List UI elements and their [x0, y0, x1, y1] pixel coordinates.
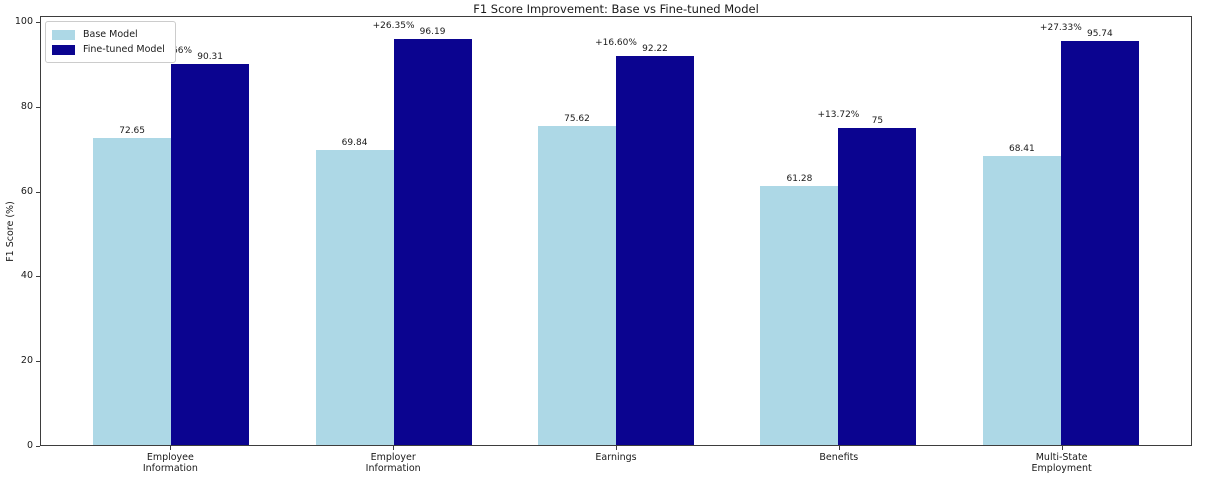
- x-tick-label: Employer Information: [365, 452, 421, 475]
- x-tick-mark: [393, 446, 395, 450]
- y-tick-mark: [36, 361, 40, 363]
- improvement-label: +27.33%: [1039, 22, 1082, 33]
- y-tick-mark: [36, 191, 40, 193]
- bar-value-label: 95.74: [1086, 28, 1113, 39]
- bar-fine-tuned-model: 92.22 +16.60%: [595, 38, 694, 445]
- bar-base-model: 75.62: [538, 114, 616, 445]
- bar-value-label: 75: [871, 116, 884, 127]
- bar-fine-tuned-model: 95.74 +27.33%: [1040, 23, 1139, 445]
- bar-value-label: 68.41: [1008, 144, 1035, 155]
- y-tick-label: 0: [26, 440, 33, 451]
- y-axis-label: F1 Score (%): [4, 200, 16, 262]
- legend-label: Base Model: [83, 29, 138, 40]
- bar-fine-tuned-model: 96.19 +26.35%: [373, 21, 472, 445]
- y-tick-mark: [36, 276, 40, 278]
- bar-base-model: 61.28: [760, 174, 839, 445]
- y-tick-label: 100: [14, 15, 33, 27]
- y-tick-mark: [36, 106, 40, 108]
- y-tick-label: 20: [20, 355, 33, 367]
- x-tick-label: Benefits: [819, 452, 859, 463]
- bar-fine-tuned-model: 90.31+17.66%: [150, 46, 250, 445]
- x-tick-mark: [1061, 446, 1063, 450]
- legend-label: Fine-tuned Model: [83, 44, 165, 55]
- bar-base-model: 69.84: [315, 138, 394, 445]
- bar-value-label: 90.31: [197, 51, 224, 62]
- x-tick-label: Earnings: [595, 452, 637, 463]
- x-tick-mark: [170, 446, 172, 450]
- bar-fine-tuned-model: 75 +13.72%: [817, 110, 917, 445]
- plot-area: Base Model Fine-tuned Model 72.65 90.31+17…: [40, 16, 1192, 446]
- legend-swatch: [52, 29, 75, 40]
- legend: Base Model Fine-tuned Model: [45, 21, 176, 63]
- bar-base-model: 68.41: [982, 144, 1061, 445]
- x-tick-mark: [616, 446, 617, 450]
- legend-row: Base Model: [52, 27, 165, 42]
- improvement-label: +16.60%: [595, 37, 637, 48]
- y-tick-mark: [36, 21, 40, 23]
- y-axis-label-wrap: F1 Score (%): [2, 16, 18, 446]
- improvement-label: +13.72%: [817, 110, 860, 121]
- bar-value-label: 69.84: [341, 138, 368, 149]
- improvement-label: +26.35%: [372, 21, 415, 31]
- y-tick-mark: [36, 446, 40, 447]
- y-tick-label: 40: [20, 270, 33, 282]
- bar-value-label: 92.22: [642, 43, 668, 54]
- y-tick-label: 80: [20, 100, 33, 112]
- bar-value-label: 72.65: [119, 126, 146, 137]
- legend-row: Fine-tuned Model: [52, 42, 165, 57]
- bar-base-model: 72.65: [93, 126, 172, 445]
- legend-swatch: [52, 44, 75, 55]
- x-tick-mark: [838, 446, 840, 450]
- y-tick-label: 60: [20, 185, 33, 197]
- bar-value-label: 96.19: [419, 27, 446, 37]
- chart-title: F1 Score Improvement: Base vs Fine-tuned…: [473, 2, 759, 16]
- x-tick-label: Multi-State Employment: [1031, 452, 1092, 475]
- bar-value-label: 61.28: [786, 174, 813, 185]
- x-tick-label: Employee Information: [142, 452, 198, 475]
- bar-value-label: 75.62: [564, 113, 590, 124]
